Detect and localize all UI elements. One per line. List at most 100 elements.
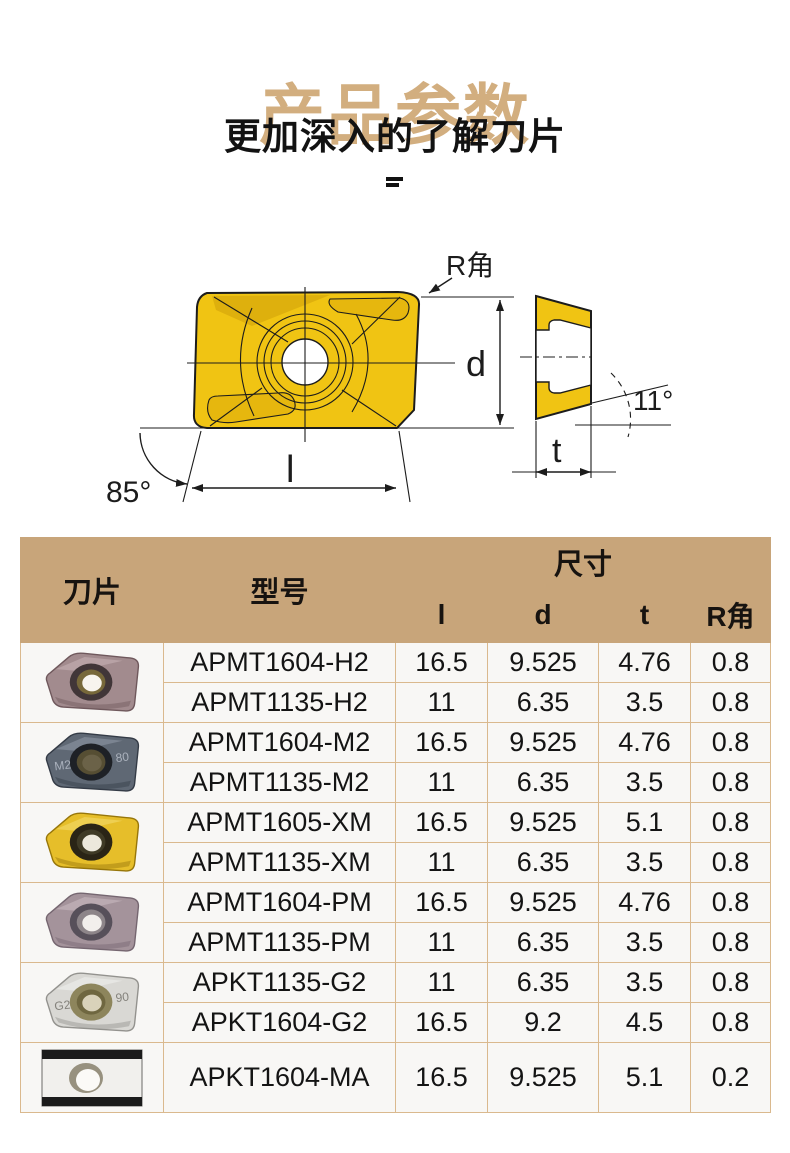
label-11: 11° — [633, 385, 673, 416]
label-85: 85° — [106, 476, 151, 509]
value-cell: 4.76 — [598, 882, 691, 923]
value-cell: 3.5 — [598, 842, 691, 883]
insert-photo — [45, 892, 140, 952]
table-row: G2 90 APKT1135-G2 11 6.35 3.5 0.8 — [20, 962, 772, 1043]
insert-image-cell — [20, 1042, 164, 1113]
insert-image-cell — [20, 882, 164, 963]
value-cell: 9.525 — [487, 1042, 599, 1113]
label-l: l — [286, 449, 294, 491]
model-cell: APKT1604-MA — [163, 1042, 396, 1113]
value-cell: 4.76 — [598, 642, 691, 683]
svg-text:M2: M2 — [54, 757, 73, 773]
value-cell: 0.8 — [689, 642, 772, 683]
value-cell: 5.1 — [598, 802, 691, 843]
value-cell: 6.35 — [487, 922, 599, 963]
value-cell: 4.5 — [598, 1002, 691, 1043]
insert-dimension-diagram: d l 85° R角 t 11° — [106, 250, 673, 509]
header-col-l: l — [395, 586, 488, 643]
value-cell: 11 — [395, 922, 488, 963]
table-row: APMT1135-H2 11 6.35 3.5 0.8 — [21, 682, 772, 723]
value-cell: 9.525 — [487, 882, 599, 923]
header-size-group: 尺寸 — [394, 537, 772, 587]
header-col-t: t — [598, 586, 691, 643]
value-cell: 11 — [395, 682, 488, 723]
value-cell: 9.525 — [487, 722, 599, 763]
value-cell: 16.5 — [395, 1042, 488, 1113]
value-cell: 0.8 — [689, 762, 772, 803]
model-cell: APKT1135-G2 — [163, 962, 396, 1003]
svg-text:80: 80 — [115, 749, 130, 765]
table-row: APMT1135-XM 11 6.35 3.5 0.8 — [21, 842, 772, 883]
value-cell: 16.5 — [395, 1002, 488, 1043]
table-row: APMT1604-H2 16.5 9.525 4.76 0.8 — [20, 642, 772, 723]
value-cell: 6.35 — [487, 962, 599, 1003]
value-cell: 9.525 — [487, 802, 599, 843]
table-row: APMT1605-XM 16.5 9.525 5.1 0.8 — [20, 802, 772, 883]
model-cell: APMT1605-XM — [163, 802, 396, 843]
model-cell: APMT1135-XM — [163, 842, 396, 883]
value-cell: 9.2 — [487, 1002, 599, 1043]
value-cell: 11 — [395, 962, 488, 1003]
model-cell: APMT1604-PM — [163, 882, 396, 923]
model-cell: APMT1135-H2 — [163, 682, 396, 723]
svg-text:G2: G2 — [54, 997, 72, 1013]
table-row: M2 80 APMT1604-M2 16.5 9.525 4.76 0.8 — [20, 722, 772, 803]
label-t: t — [552, 432, 562, 470]
table-body: APMT1604-H2 16.5 9.525 4.76 0.8 APMT1135-H2 11… — [20, 642, 772, 1113]
insert-photo: M2 80 — [45, 732, 140, 792]
model-cell: APMT1135-PM — [163, 922, 396, 963]
value-cell: 6.35 — [487, 842, 599, 883]
table-row: APMT1135-PM 11 6.35 3.5 0.8 — [21, 922, 772, 963]
insert-photo — [45, 812, 140, 872]
value-cell: 11 — [395, 842, 488, 883]
value-cell: 0.8 — [689, 922, 772, 963]
value-cell: 3.5 — [598, 682, 691, 723]
value-cell: 6.35 — [487, 762, 599, 803]
label-d: d — [466, 343, 486, 384]
value-cell: 16.5 — [395, 722, 488, 763]
model-cell: APMT1604-M2 — [163, 722, 396, 763]
front-view — [187, 287, 455, 442]
value-cell: 4.76 — [598, 722, 691, 763]
value-cell: 0.8 — [689, 682, 772, 723]
value-cell: 5.1 — [598, 1042, 691, 1113]
value-cell: 16.5 — [395, 802, 488, 843]
header-model: 型号 — [163, 537, 396, 643]
table-row: APMT1135-M2 11 6.35 3.5 0.8 — [21, 762, 772, 803]
table-row: APKT1604-G2 16.5 9.2 4.5 0.8 — [21, 1002, 772, 1043]
svg-text:90: 90 — [115, 989, 130, 1005]
spec-table: 刀片 型号 尺寸 l d t R角 APMT1604-H2 16.5 9.525 4.… — [20, 537, 772, 1113]
value-cell: 0.2 — [689, 1042, 772, 1113]
table-row: APKT1604-MA 16.5 9.525 5.1 0.2 — [20, 1042, 772, 1113]
value-cell: 0.8 — [689, 882, 772, 923]
model-cell: APMT1135-M2 — [163, 762, 396, 803]
label-r-corner: R角 — [446, 250, 494, 281]
table-row: APMT1604-PM 16.5 9.525 4.76 0.8 — [20, 882, 772, 963]
value-cell: 6.35 — [487, 682, 599, 723]
value-cell: 9.525 — [487, 642, 599, 683]
insert-photo — [45, 652, 140, 712]
insert-image-cell — [20, 642, 164, 723]
decorative-mark — [386, 177, 403, 187]
insert-image-cell — [20, 802, 164, 883]
insert-photo — [41, 1049, 143, 1106]
value-cell: 11 — [395, 762, 488, 803]
value-cell: 3.5 — [598, 762, 691, 803]
value-cell: 0.8 — [689, 962, 772, 1003]
value-cell: 3.5 — [598, 922, 691, 963]
value-cell: 0.8 — [689, 1002, 772, 1043]
model-cell: APKT1604-G2 — [163, 1002, 396, 1043]
value-cell: 16.5 — [395, 882, 488, 923]
insert-image-cell: G2 90 — [20, 962, 164, 1043]
value-cell: 0.8 — [689, 842, 772, 883]
value-cell: 16.5 — [395, 642, 488, 683]
model-cell: APMT1604-H2 — [163, 642, 396, 683]
header-col-r: R角 — [689, 586, 772, 643]
table-header: 刀片 型号 尺寸 l d t R角 — [20, 537, 772, 643]
side-view — [520, 294, 592, 421]
value-cell: 0.8 — [689, 802, 772, 843]
front-view-dimensions: d l 85° R角 — [106, 250, 514, 509]
header-insert: 刀片 — [20, 537, 164, 643]
insert-image-cell: M2 80 — [20, 722, 164, 803]
